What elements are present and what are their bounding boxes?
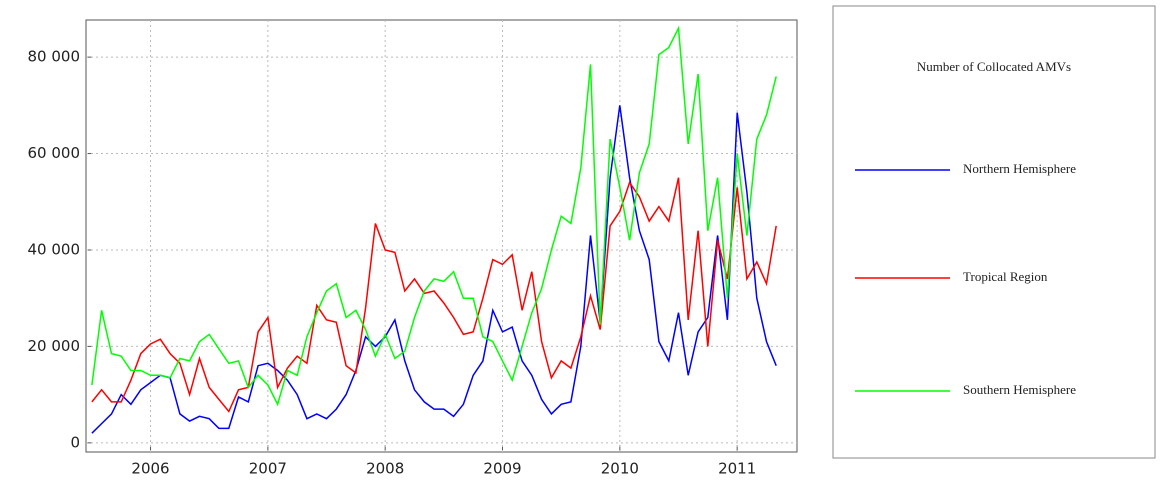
- x-tick-label: 2010: [601, 460, 639, 478]
- series-line: [91, 177, 777, 413]
- series-line: [91, 105, 777, 434]
- series-line: [91, 25, 777, 407]
- x-tick-label: 2008: [366, 460, 404, 478]
- legend-label: Tropical Region: [963, 269, 1048, 284]
- x-tick-label: 2011: [718, 460, 756, 478]
- y-tick-label: 60 000: [28, 144, 81, 162]
- x-tick-label: 2007: [249, 460, 287, 478]
- x-tick-label: 2009: [483, 460, 521, 478]
- y-tick-label: 0: [70, 433, 80, 451]
- y-tick-label: 80 000: [28, 48, 81, 66]
- legend-title: Number of Collocated AMVs: [917, 59, 1071, 74]
- plot-frame: [85, 19, 798, 453]
- x-tick-label: 2006: [131, 460, 169, 478]
- y-tick-label: 40 000: [28, 240, 81, 258]
- legend-box: [832, 5, 1156, 459]
- legend-label: Northern Hemisphere: [963, 161, 1076, 176]
- legend-label: Southern Hemisphere: [963, 382, 1076, 397]
- y-tick-label: 20 000: [28, 337, 81, 355]
